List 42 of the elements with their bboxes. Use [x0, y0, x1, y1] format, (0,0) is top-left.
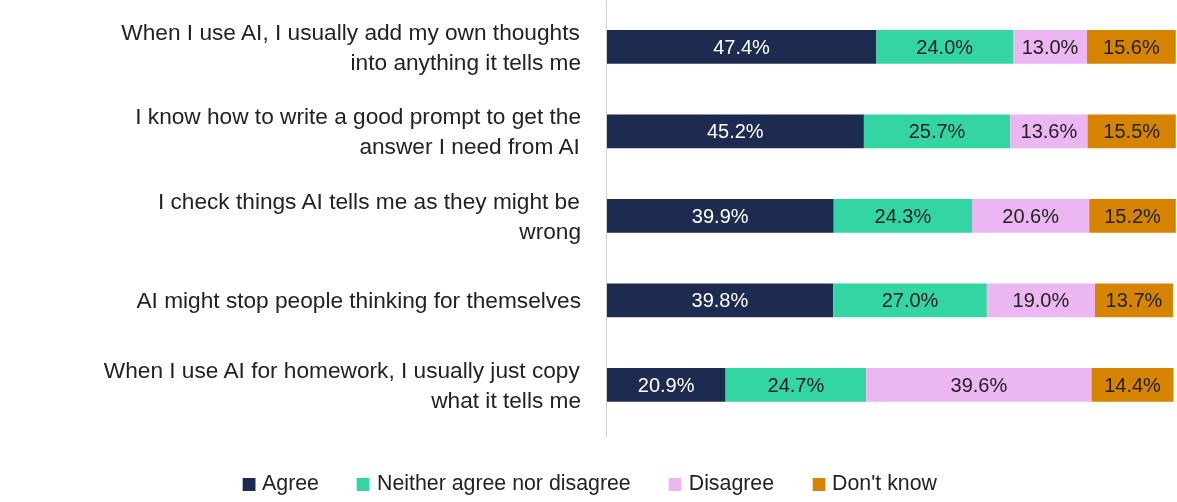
data-label: 47.4%	[713, 35, 771, 58]
bar	[606, 283, 834, 318]
data-label: 27.0%	[881, 289, 939, 312]
bar	[606, 114, 864, 149]
y-tick-label: I know how to write a good prompt to get the answer I need from AI	[135, 103, 582, 160]
data-label: 20.6%	[1002, 204, 1060, 227]
bar	[606, 30, 877, 64]
bar	[833, 283, 987, 318]
data-label: 15.5%	[1103, 120, 1161, 143]
bar	[866, 367, 1092, 402]
data-label: 13.7%	[1105, 289, 1163, 312]
bar	[606, 367, 726, 402]
data-label: 15.6%	[1103, 35, 1160, 58]
legend-label: Don't know	[832, 471, 937, 496]
bar	[986, 283, 1095, 318]
data-label: 13.0%	[1021, 35, 1079, 58]
data-label: 13.6%	[1020, 120, 1078, 143]
data-label: 20.9%	[637, 373, 695, 396]
bar	[876, 30, 1014, 64]
y-tick-label: I check things AI tells me as they might be wrong	[157, 187, 582, 244]
data-label: 24.7%	[767, 373, 825, 396]
legend-label: Disagree	[688, 471, 775, 496]
y-tick-label: When I use AI, I usually add my own thoughts into anything it tells me	[121, 18, 582, 75]
data-label: 25.7%	[908, 120, 966, 143]
bar	[833, 198, 973, 233]
legend-label: Neither agree nor disagree	[376, 471, 631, 496]
y-tick-label: When I use AI for homework, I usually just copy what it tells me	[103, 356, 582, 413]
data-label: 39.9%	[691, 204, 749, 227]
data-label: 39.8%	[691, 289, 749, 312]
bar	[606, 198, 834, 233]
bar	[863, 114, 1011, 149]
data-label: 24.3%	[874, 204, 932, 227]
data-label: 19.0%	[1012, 289, 1070, 312]
legend-label: Agree	[262, 471, 319, 496]
data-label: 14.4%	[1104, 373, 1162, 396]
y-tick-label: AI might stop people thinking for themselves	[136, 287, 582, 314]
data-label: 39.6%	[950, 373, 1008, 396]
bar	[725, 367, 867, 402]
data-label: 24.0%	[916, 35, 974, 58]
data-label: 45.2%	[706, 120, 764, 143]
bar	[972, 198, 1090, 233]
data-label: 15.2%	[1104, 204, 1162, 227]
